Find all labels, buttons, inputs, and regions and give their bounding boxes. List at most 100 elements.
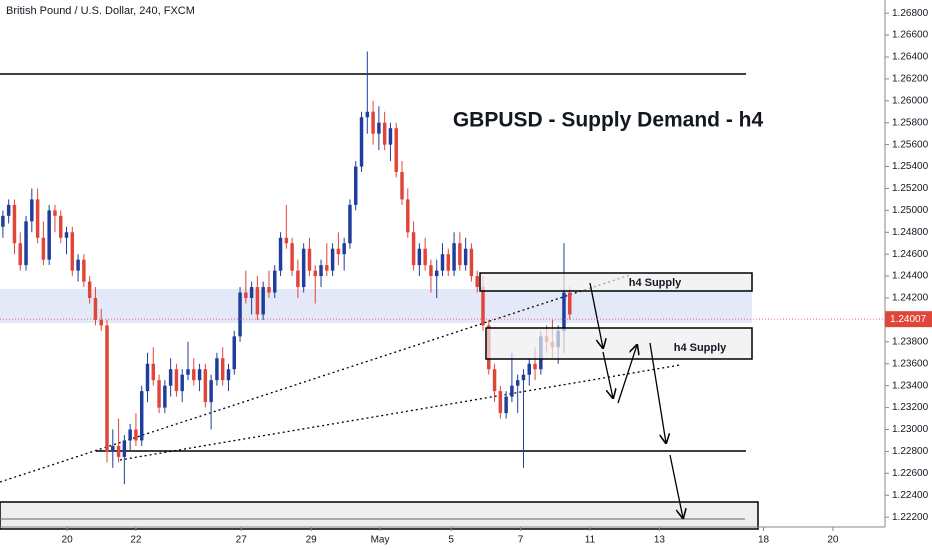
candle-body bbox=[76, 259, 80, 271]
zone-label: h4 Supply bbox=[629, 277, 682, 289]
candle-body bbox=[301, 248, 306, 288]
y-tick-label: 1.22800 bbox=[892, 446, 929, 457]
candle-body bbox=[116, 445, 121, 457]
zone-label: h4 Supply bbox=[674, 342, 727, 354]
candle-body bbox=[192, 369, 196, 381]
y-tick-label: 1.26200 bbox=[892, 74, 929, 85]
candle-body bbox=[296, 270, 300, 288]
arrow bbox=[602, 351, 613, 398]
x-tick-label: 18 bbox=[758, 535, 770, 546]
supply-zone bbox=[479, 272, 753, 292]
candle-body bbox=[562, 292, 566, 331]
candle-body bbox=[504, 396, 508, 414]
candle-body bbox=[377, 122, 381, 134]
x-tick-label: 7 bbox=[518, 535, 524, 546]
candle-body bbox=[157, 380, 161, 408]
chart-header: British Pound / U.S. Dollar, 240, FXCM bbox=[6, 5, 195, 17]
y-tick-label: 1.26000 bbox=[892, 95, 929, 106]
candle-body bbox=[348, 204, 352, 244]
y-tick-label: 1.26400 bbox=[892, 52, 929, 63]
x-tick-label: 5 bbox=[448, 535, 454, 546]
candle-body bbox=[186, 369, 190, 375]
x-tick-label: 20 bbox=[62, 535, 74, 546]
x-tick-label: 13 bbox=[654, 535, 666, 546]
candle-body bbox=[111, 445, 115, 452]
y-tick-label: 1.26800 bbox=[892, 8, 929, 19]
candle-body bbox=[35, 199, 40, 238]
candle-body bbox=[510, 385, 514, 397]
candle-body bbox=[255, 287, 260, 315]
candle-body bbox=[406, 199, 410, 233]
candle-body bbox=[440, 254, 445, 271]
candle-body bbox=[99, 319, 103, 326]
candle-body bbox=[452, 243, 456, 271]
candle-body bbox=[41, 237, 46, 260]
candle-body bbox=[163, 385, 167, 408]
candle-body bbox=[139, 391, 144, 441]
candle-body bbox=[388, 128, 393, 145]
arrow bbox=[669, 454, 683, 518]
y-tick-label: 1.22400 bbox=[892, 490, 929, 501]
y-tick-label: 1.24800 bbox=[892, 227, 929, 238]
bottom-zone bbox=[0, 501, 759, 530]
candle-body bbox=[527, 363, 531, 375]
candle-body bbox=[475, 276, 479, 288]
candle-body bbox=[382, 122, 387, 145]
candle-body bbox=[197, 369, 202, 381]
candle-body bbox=[174, 369, 179, 392]
candles bbox=[1, 51, 572, 485]
x-tick-label: 20 bbox=[827, 535, 839, 546]
candle-body bbox=[290, 243, 294, 271]
y-tick-label: 1.23600 bbox=[892, 358, 929, 369]
candle-body bbox=[365, 111, 370, 118]
supply-zone bbox=[485, 327, 753, 360]
candle-body bbox=[1, 215, 5, 227]
candle-body bbox=[180, 374, 184, 392]
y-tick-label: 1.22600 bbox=[892, 468, 929, 479]
y-tick-label: 1.23000 bbox=[892, 424, 929, 435]
candle-body bbox=[134, 429, 138, 441]
y-tick-label: 1.25000 bbox=[892, 205, 929, 216]
candle-body bbox=[446, 254, 451, 271]
y-tick-label: 1.25400 bbox=[892, 161, 929, 172]
candle-body bbox=[313, 270, 317, 277]
candle-body bbox=[354, 166, 358, 205]
y-tick-label: 1.25800 bbox=[892, 117, 929, 128]
candle-body bbox=[336, 248, 341, 255]
candle-body bbox=[93, 298, 98, 320]
y-tick-label: 1.23200 bbox=[892, 402, 929, 413]
candle-body bbox=[481, 287, 485, 326]
candle-body bbox=[278, 237, 283, 271]
candle-body bbox=[498, 391, 503, 414]
candle-body bbox=[458, 243, 462, 266]
x-tick-label: 22 bbox=[130, 535, 142, 546]
arrow bbox=[617, 345, 637, 404]
candle-body bbox=[220, 358, 225, 381]
candle-body bbox=[151, 363, 156, 381]
candle-body bbox=[463, 248, 468, 266]
demand-zone bbox=[0, 289, 752, 323]
candle-body bbox=[87, 281, 92, 299]
candle-body bbox=[261, 287, 265, 315]
candle-body bbox=[400, 172, 404, 200]
candle-body bbox=[64, 232, 69, 238]
candle-body bbox=[423, 248, 427, 266]
candle-body bbox=[319, 265, 323, 277]
candle-body bbox=[411, 232, 416, 266]
candle-body bbox=[47, 210, 51, 260]
candle-body bbox=[330, 248, 335, 271]
candle-body bbox=[394, 128, 398, 173]
arrow bbox=[649, 342, 666, 443]
candle-body bbox=[203, 369, 208, 403]
candle-body bbox=[59, 215, 63, 238]
candle-body bbox=[18, 243, 22, 266]
candle-body bbox=[232, 336, 236, 370]
candle-body bbox=[215, 358, 219, 381]
candle-body bbox=[267, 287, 271, 293]
candle-body bbox=[82, 259, 86, 282]
candle-body bbox=[12, 204, 17, 244]
candle-body bbox=[244, 292, 248, 299]
candle-body bbox=[469, 248, 474, 277]
y-tick-label: 1.24600 bbox=[892, 249, 929, 260]
